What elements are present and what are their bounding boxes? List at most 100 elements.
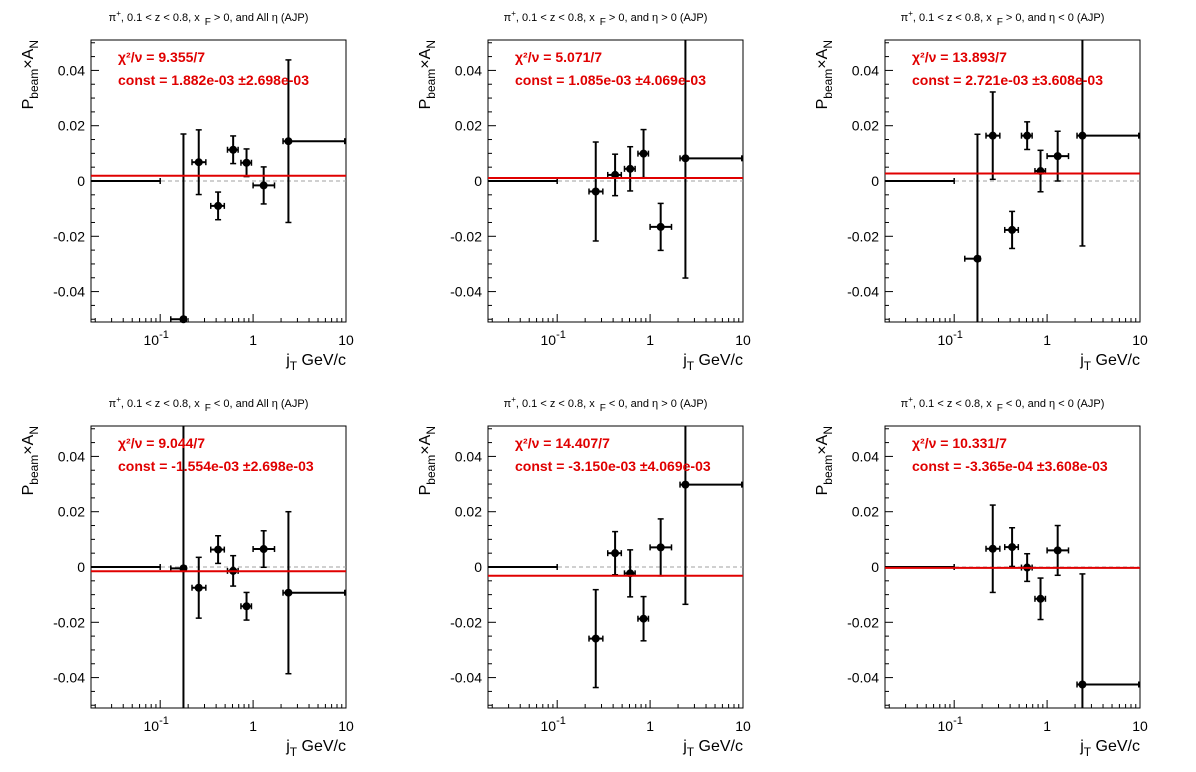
y-tick-label: -0.04 — [847, 284, 879, 300]
fit-chi2-label: χ²/ν = 5.071/7 — [515, 49, 602, 65]
data-marker — [591, 634, 600, 643]
x-tick-label: 10 — [1132, 718, 1148, 734]
data-point — [679, 426, 743, 606]
data-point — [282, 59, 346, 224]
fit-constant-label: const = 1.882e-03 ±2.698e-03 — [118, 72, 309, 88]
x-tick-label: 1 — [1043, 332, 1051, 348]
data-point — [1034, 577, 1047, 621]
y-tick-label: -0.02 — [847, 614, 879, 630]
x-tick-label: 10-1 — [938, 715, 963, 734]
y-tick-label: 0.04 — [455, 448, 482, 464]
data-marker — [639, 614, 648, 623]
data-point — [606, 153, 623, 197]
y-tick-label: -0.02 — [847, 228, 879, 244]
data-point — [1076, 40, 1140, 247]
x-tick-label: 10 — [1132, 332, 1148, 348]
x-axis-title: jT GeV/c — [1079, 352, 1140, 373]
data-point — [191, 129, 207, 196]
fit-chi2-label: χ²/ν = 9.044/7 — [118, 435, 205, 451]
y-tick-label: 0.02 — [58, 504, 85, 520]
y-tick-label: -0.02 — [450, 614, 482, 630]
y-tick-label: 0 — [474, 559, 482, 575]
x-tick-label: 10-1 — [938, 329, 963, 348]
y-tick-label: 0 — [871, 559, 879, 575]
y-axis-title: Pbeam×AN — [20, 40, 41, 109]
y-axis-title: Pbeam×AN — [20, 426, 41, 495]
y-tick-label: 0.02 — [58, 118, 85, 134]
fit-constant-label: const = 1.085e-03 ±4.069e-03 — [515, 72, 706, 88]
data-point — [679, 40, 743, 279]
data-point — [240, 591, 253, 621]
x-tick-label: 10-1 — [144, 715, 169, 734]
data-point — [1003, 526, 1020, 568]
data-marker — [1008, 543, 1017, 552]
x-axis-title: jT GeV/c — [1079, 738, 1140, 759]
y-tick-label: -0.04 — [53, 670, 85, 686]
y-tick-label: 0.02 — [455, 118, 482, 134]
x-tick-label: 10-1 — [144, 329, 169, 348]
data-point — [964, 133, 982, 322]
y-axis-title: Pbeam×AN — [814, 40, 835, 109]
data-marker — [1053, 152, 1062, 161]
data-marker — [1008, 225, 1017, 234]
data-marker — [681, 154, 690, 163]
data-point — [1034, 149, 1047, 193]
x-axis-title: jT GeV/c — [285, 738, 346, 759]
data-point — [1020, 121, 1033, 151]
data-point — [170, 133, 188, 324]
data-point — [91, 564, 161, 570]
fit-constant-label: const = 2.721e-03 ±3.608e-03 — [912, 72, 1103, 88]
x-tick-label: 10 — [735, 332, 751, 348]
fit-constant-label: const = -3.150e-03 ±4.069e-03 — [515, 458, 711, 474]
fit-constant-label: const = -1.554e-03 ±2.698e-03 — [118, 458, 314, 474]
y-tick-label: -0.04 — [450, 670, 482, 686]
y-tick-label: 0.02 — [455, 504, 482, 520]
data-marker — [259, 545, 268, 554]
y-tick-label: 0.02 — [852, 504, 879, 520]
data-point — [649, 202, 673, 252]
data-marker — [611, 170, 620, 179]
data-marker — [639, 149, 648, 158]
data-point — [623, 549, 636, 598]
data-marker — [681, 480, 690, 489]
data-marker — [214, 201, 223, 210]
x-tick-label: 10 — [338, 718, 354, 734]
data-marker — [988, 544, 997, 553]
x-axis-title: jT GeV/c — [285, 352, 346, 373]
data-point — [191, 556, 207, 619]
fit-chi2-label: χ²/ν = 10.331/7 — [912, 435, 1007, 451]
data-marker — [1078, 131, 1087, 140]
y-tick-label: -0.02 — [450, 228, 482, 244]
data-marker — [1036, 594, 1045, 603]
x-axis-title: jT GeV/c — [682, 352, 743, 373]
data-point — [209, 191, 226, 221]
data-marker — [1078, 680, 1087, 689]
y-tick-label: 0.04 — [852, 448, 879, 464]
data-marker — [591, 187, 600, 196]
x-tick-label: 1 — [646, 332, 654, 348]
data-point — [885, 178, 955, 184]
y-tick-label: -0.02 — [53, 228, 85, 244]
x-tick-label: 1 — [249, 718, 257, 734]
x-tick-label: 10 — [735, 718, 751, 734]
y-tick-label: 0.04 — [455, 62, 482, 78]
x-tick-label: 10-1 — [541, 329, 566, 348]
fit-chi2-label: χ²/ν = 14.407/7 — [515, 435, 610, 451]
data-marker — [988, 131, 997, 140]
data-point — [588, 588, 604, 689]
data-point — [637, 595, 650, 642]
data-point — [623, 145, 636, 192]
y-tick-label: -0.04 — [450, 284, 482, 300]
data-marker — [1053, 546, 1062, 555]
data-marker — [656, 222, 665, 231]
data-point — [240, 148, 253, 178]
data-point — [252, 530, 276, 569]
fit-chi2-label: χ²/ν = 9.355/7 — [118, 49, 205, 65]
y-axis-title: Pbeam×AN — [417, 40, 438, 109]
